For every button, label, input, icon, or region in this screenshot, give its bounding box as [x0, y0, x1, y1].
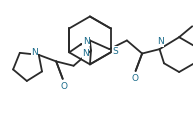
- Text: N: N: [31, 48, 38, 57]
- Text: O: O: [131, 74, 138, 83]
- Text: N: N: [157, 37, 164, 46]
- Text: O: O: [60, 82, 67, 91]
- Text: S: S: [112, 47, 118, 56]
- Text: N: N: [83, 37, 89, 46]
- Text: N: N: [82, 49, 89, 58]
